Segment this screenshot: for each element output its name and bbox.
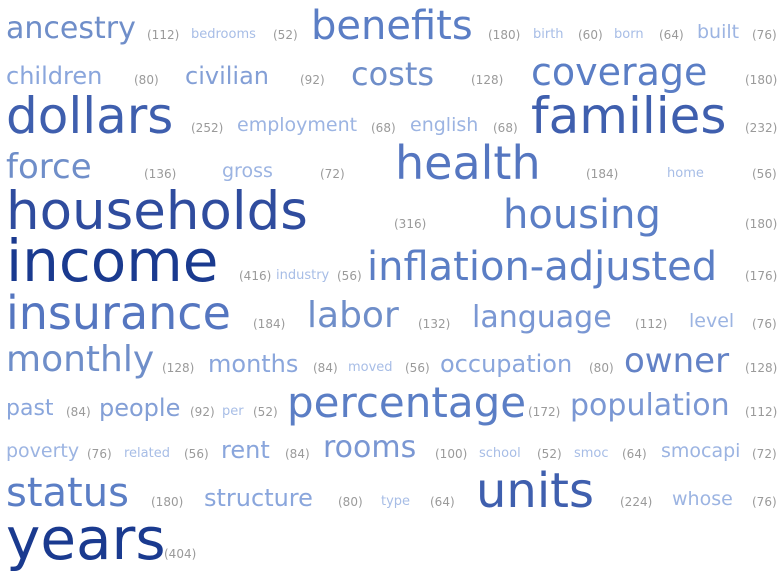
term-count-occupation: (80) [589, 362, 614, 374]
term-count-structure: (80) [338, 496, 363, 508]
term-ancestry[interactable]: ancestry [6, 14, 136, 44]
term-count-years: (404) [164, 548, 196, 560]
term-count-dollars: (252) [191, 122, 223, 134]
term-count-gross: (72) [320, 168, 345, 180]
term-per[interactable]: per [222, 405, 244, 418]
term-count-population: (112) [745, 406, 777, 418]
term-months[interactable]: months [208, 352, 298, 376]
term-count-whose: (76) [752, 496, 777, 508]
term-civilian[interactable]: civilian [185, 64, 269, 88]
term-count-rooms: (100) [435, 448, 467, 460]
term-count-home: (56) [752, 168, 777, 180]
term-count-ancestry: (112) [147, 29, 179, 41]
term-force[interactable]: force [6, 150, 92, 184]
term-home[interactable]: home [667, 167, 704, 180]
term-count-past: (84) [66, 406, 91, 418]
term-health[interactable]: health [395, 140, 541, 186]
term-birth[interactable]: birth [533, 28, 564, 41]
term-count-owner: (128) [745, 362, 777, 374]
term-count-inflation-adjusted: (176) [745, 270, 777, 282]
term-count-birth: (60) [578, 29, 603, 41]
term-count-poverty: (76) [87, 448, 112, 460]
term-inflation-adjusted[interactable]: inflation-adjusted [367, 247, 717, 287]
term-language[interactable]: language [472, 303, 612, 333]
term-count-health: (184) [586, 168, 618, 180]
term-school[interactable]: school [479, 447, 521, 460]
term-related[interactable]: related [124, 447, 170, 460]
term-built[interactable]: built [697, 23, 739, 42]
term-count-related: (56) [184, 448, 209, 460]
term-count-families: (232) [745, 122, 777, 134]
term-count-households: (316) [394, 218, 426, 230]
term-industry[interactable]: industry [276, 269, 329, 282]
term-poverty[interactable]: poverty [6, 442, 79, 461]
term-owner[interactable]: owner [624, 344, 729, 378]
term-born[interactable]: born [614, 28, 644, 41]
term-employment[interactable]: employment [237, 116, 357, 135]
term-count-percentage: (172) [528, 406, 560, 418]
term-whose[interactable]: whose [672, 490, 733, 509]
term-percentage[interactable]: percentage [287, 382, 526, 424]
term-dollars[interactable]: dollars [6, 91, 173, 141]
term-english[interactable]: english [410, 116, 478, 135]
term-income[interactable]: income [6, 232, 218, 290]
term-count-moved: (56) [405, 362, 430, 374]
term-bedrooms[interactable]: bedrooms [191, 28, 256, 41]
term-people[interactable]: people [99, 396, 180, 420]
term-past[interactable]: past [6, 398, 54, 420]
term-moved[interactable]: moved [348, 361, 393, 374]
term-count-monthly: (128) [162, 362, 194, 374]
term-smoc[interactable]: smoc [574, 447, 609, 460]
term-count-people: (92) [190, 406, 215, 418]
term-structure[interactable]: structure [204, 486, 313, 510]
term-count-children: (80) [134, 74, 159, 86]
term-count-income: (416) [239, 270, 271, 282]
term-years[interactable]: years [6, 510, 166, 568]
term-monthly[interactable]: monthly [6, 342, 154, 378]
term-count-type: (64) [430, 496, 455, 508]
term-population[interactable]: population [570, 391, 730, 421]
term-count-industry: (56) [337, 270, 362, 282]
term-count-school: (52) [537, 448, 562, 460]
term-housing[interactable]: housing [503, 195, 661, 235]
term-coverage[interactable]: coverage [531, 53, 707, 91]
term-count-housing: (180) [745, 218, 777, 230]
term-type[interactable]: type [381, 495, 410, 508]
term-count-level: (76) [752, 318, 777, 330]
term-count-smocapi: (72) [752, 448, 777, 460]
term-count-force: (136) [144, 168, 176, 180]
term-count-per: (52) [253, 406, 278, 418]
term-count-smoc: (64) [622, 448, 647, 460]
term-costs[interactable]: costs [351, 58, 434, 90]
term-gross[interactable]: gross [222, 162, 273, 181]
term-families[interactable]: families [531, 91, 726, 141]
term-count-civilian: (92) [300, 74, 325, 86]
term-children[interactable]: children [6, 64, 102, 88]
term-labor[interactable]: labor [307, 298, 399, 334]
term-benefits[interactable]: benefits [311, 6, 473, 46]
term-smocapi[interactable]: smocapi [661, 442, 740, 461]
term-units[interactable]: units [476, 467, 594, 515]
term-count-language: (112) [635, 318, 667, 330]
term-count-coverage: (180) [745, 74, 777, 86]
term-count-insurance: (184) [253, 318, 285, 330]
term-count-english: (68) [493, 122, 518, 134]
term-count-benefits: (180) [488, 29, 520, 41]
term-rooms[interactable]: rooms [323, 433, 416, 463]
term-count-units: (224) [620, 496, 652, 508]
term-count-bedrooms: (52) [273, 29, 298, 41]
term-insurance[interactable]: insurance [6, 290, 231, 336]
term-count-labor: (132) [418, 318, 450, 330]
term-occupation[interactable]: occupation [440, 352, 572, 376]
term-count-rent: (84) [285, 448, 310, 460]
term-count-built: (76) [752, 29, 777, 41]
term-count-born: (64) [659, 29, 684, 41]
term-count-employment: (68) [371, 122, 396, 134]
term-level[interactable]: level [689, 312, 734, 331]
term-count-months: (84) [313, 362, 338, 374]
term-rent[interactable]: rent [221, 438, 270, 462]
term-count-costs: (128) [471, 74, 503, 86]
